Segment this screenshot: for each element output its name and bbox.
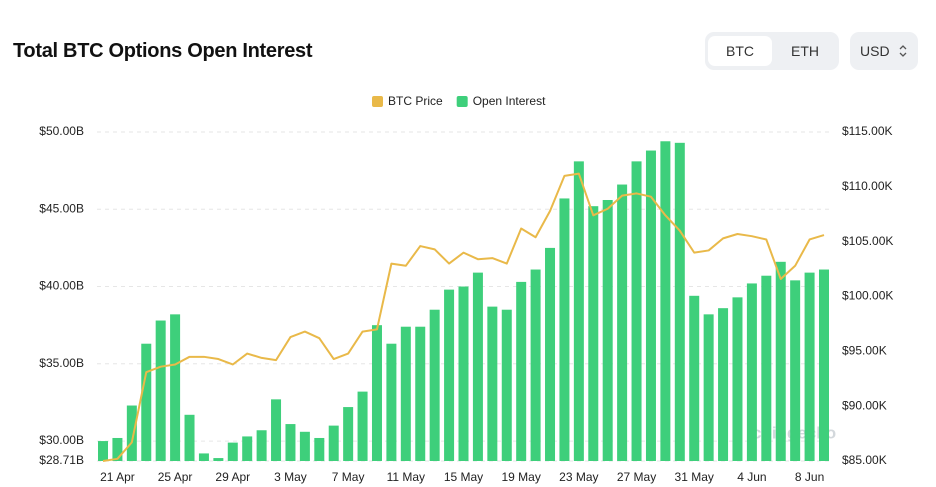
bar [689,295,700,461]
bar [299,431,310,461]
legend-label: Open Interest [473,94,546,108]
bar [126,405,137,461]
x-tick-label: 15 May [444,470,483,484]
bar [256,430,267,461]
bar [545,247,556,461]
x-tick-label: 19 May [502,470,541,484]
bar [98,441,108,461]
bar [184,414,195,461]
bar [213,458,224,461]
bar [631,161,642,461]
bar [775,261,786,461]
currency-select[interactable]: USD [850,32,918,70]
bar [819,269,829,461]
bar [400,326,411,461]
bar [674,142,685,461]
y-tick-label: $45.00B [39,201,84,215]
tab-eth[interactable]: ETH [791,43,819,59]
asset-toggle: BTC ETH [705,32,839,70]
bar [314,437,325,461]
bar [530,269,541,461]
bar [559,198,570,461]
bar [328,425,339,461]
page-title: Total BTC Options Open Interest [13,40,313,62]
bar [472,272,483,461]
x-tick-label: 29 Apr [215,470,250,484]
y2-tick-label: $110.00K [842,179,893,193]
bar [602,199,613,461]
bar [357,391,368,461]
bar [645,150,656,461]
x-tick-label: 7 May [332,470,365,484]
y2-tick-label: $90.00K [842,398,887,412]
bar [804,272,815,461]
bar [227,442,238,461]
x-tick-label: 11 May [387,470,425,484]
y-tick-label: $40.00B [39,279,84,293]
x-tick-label: 31 May [675,470,714,484]
bar [487,306,498,461]
bar [732,297,743,461]
x-tick-label: 3 May [274,470,307,484]
y-tick-label: $50.00B [39,124,84,138]
price-line [102,172,825,462]
bar [703,314,714,461]
y2-tick-label: $85.00K [842,453,887,467]
bar [112,437,123,461]
currency-label: USD [860,43,890,59]
bar [386,343,397,461]
y-tick-label: $28.71B [39,453,84,467]
bar [746,283,757,461]
bar [718,308,729,461]
legend-label: BTC Price [388,94,443,108]
bar [170,314,181,461]
bar [660,141,671,461]
bar [761,275,772,461]
bar [573,161,584,461]
x-tick-label: 25 Apr [158,470,193,484]
x-tick-label: 27 May [617,470,656,484]
bar [790,280,801,461]
bar [271,399,282,461]
bar [141,343,152,461]
bar [285,424,296,461]
legend-swatch [372,96,383,107]
legend-swatch [456,96,468,107]
y2-tick-label: $105.00K [842,234,893,248]
bar [516,281,527,461]
bar [588,206,599,461]
y2-tick-label: $100.00K [842,289,893,303]
y-tick-label: $35.00B [39,356,84,370]
x-tick-label: 21 Apr [100,470,135,484]
bar [617,184,628,462]
tab-btc[interactable]: BTC [708,36,772,66]
bar [415,326,426,461]
select-arrows [899,45,907,57]
bar [198,453,209,461]
x-tick-label: 8 Jun [795,470,824,484]
x-tick-label: 4 Jun [737,470,766,484]
bar [343,407,354,461]
y2-tick-label: $95.00K [842,344,887,358]
bar [242,436,253,461]
y-tick-label: $30.00B [39,433,84,447]
bar [429,309,440,461]
bar [501,309,512,461]
bar [444,289,455,461]
y2-tick-label: $115.00K [842,124,893,138]
x-tick-label: 23 May [559,470,598,484]
bar [155,320,166,461]
bar [458,286,469,461]
bar [371,325,382,461]
